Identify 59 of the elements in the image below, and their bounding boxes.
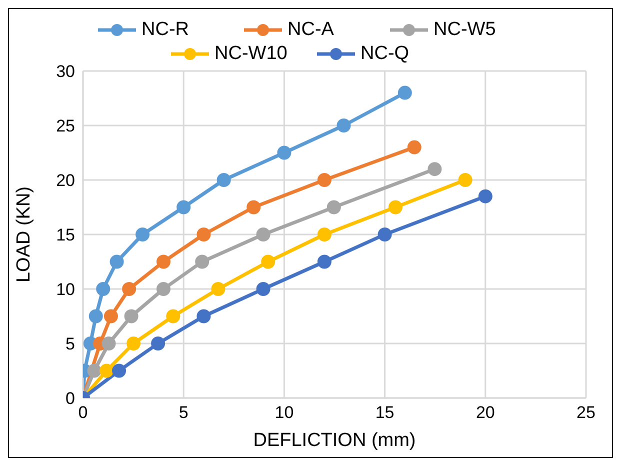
- y-tick-label: 10: [56, 280, 75, 300]
- x-tick-label: 20: [476, 403, 495, 422]
- point: [100, 364, 114, 378]
- point: [317, 254, 332, 269]
- point: [246, 200, 261, 214]
- point: [428, 162, 442, 176]
- point: [211, 282, 226, 296]
- point: [124, 309, 138, 324]
- point: [317, 173, 332, 187]
- point: [256, 282, 270, 296]
- point: [196, 309, 211, 324]
- y-tick-label: 5: [66, 334, 75, 354]
- point: [216, 173, 231, 187]
- y-axis-title: LOAD (KN): [14, 186, 35, 283]
- legend-label: NC-A: [288, 19, 334, 41]
- point: [398, 86, 412, 100]
- point: [88, 309, 103, 324]
- point: [151, 336, 166, 350]
- point: [96, 282, 110, 296]
- point: [195, 254, 210, 269]
- y-tick-label: 20: [56, 171, 75, 190]
- point: [336, 118, 351, 132]
- point: [110, 254, 124, 269]
- y-tick-label: 25: [56, 116, 75, 136]
- x-tick-label: 0: [78, 403, 88, 422]
- point: [87, 364, 102, 378]
- y-tick-label: 0: [66, 389, 75, 408]
- legend-label: NC-W5: [434, 19, 496, 41]
- y-tick-label: 15: [56, 226, 75, 245]
- point: [378, 228, 392, 242]
- point: [478, 189, 492, 204]
- x-tick-label: 25: [576, 403, 596, 422]
- point: [326, 200, 341, 214]
- x-tick-label: 5: [178, 403, 188, 422]
- x-tick-label: 10: [274, 403, 294, 422]
- legend-label: NC-R: [142, 19, 189, 41]
- legend-label: NC-Q: [360, 43, 410, 65]
- point: [126, 336, 140, 350]
- point: [104, 309, 118, 324]
- point: [388, 200, 402, 214]
- point: [166, 309, 180, 324]
- x-axis-title: DEFLICTION (mm): [253, 430, 416, 451]
- point: [122, 282, 136, 296]
- point: [261, 254, 276, 269]
- point: [156, 254, 170, 269]
- point: [112, 364, 126, 378]
- x-tick-label: 15: [375, 403, 394, 422]
- point: [407, 140, 422, 154]
- point: [156, 282, 170, 296]
- y-tick-label: 30: [56, 62, 75, 82]
- point: [136, 228, 150, 242]
- point: [176, 200, 191, 214]
- point: [277, 146, 292, 160]
- point: [458, 173, 472, 187]
- point: [317, 228, 332, 242]
- legend-label: NC-W10: [214, 43, 288, 65]
- point: [196, 228, 211, 242]
- point: [102, 336, 116, 350]
- point: [256, 228, 270, 242]
